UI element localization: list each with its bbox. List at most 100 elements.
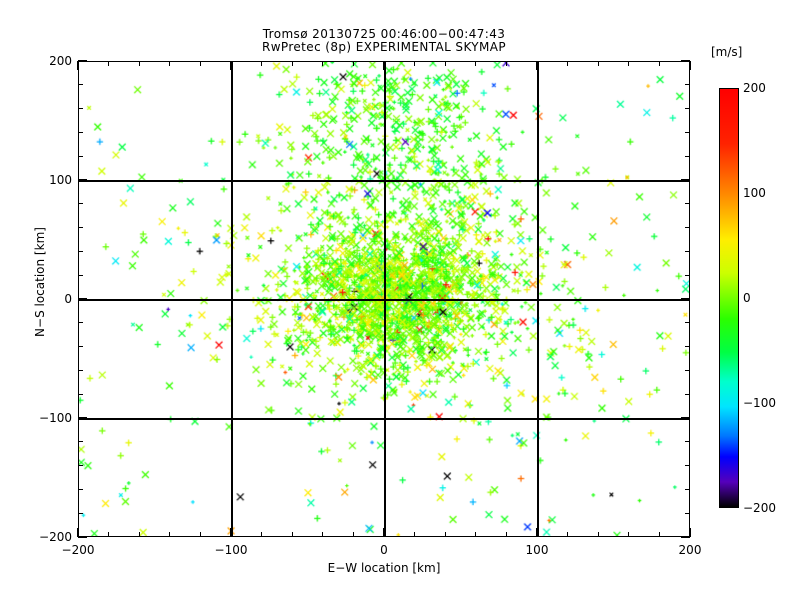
x-tick-label: −200	[61, 543, 95, 557]
x-tick-minor-top	[169, 61, 171, 66]
y-tick-minor	[78, 465, 83, 466]
x-tick-label: 200	[678, 543, 702, 557]
x-tick-label: 100	[525, 543, 549, 557]
x-tick-minor-top	[505, 61, 507, 66]
colorbar-tick-label: −200	[743, 501, 776, 515]
colorbar	[719, 88, 739, 508]
y-tick-minor-right	[685, 512, 690, 514]
y-tick-minor	[78, 84, 83, 86]
title-line-2: RwPretec (8p) EXPERIMENTAL SKYMAP	[261, 40, 507, 54]
x-tick-minor	[475, 532, 477, 537]
colorbar-gradient	[719, 88, 739, 508]
y-tick-major	[78, 536, 87, 538]
x-tick-minor-top	[322, 61, 324, 66]
gridline-vertical	[537, 62, 539, 536]
y-tick-minor-right	[685, 84, 690, 86]
x-tick-major-top	[383, 61, 385, 70]
colorbar-tick-label: −100	[743, 396, 776, 410]
y-tick-label: −200	[39, 530, 72, 544]
gridline-vertical	[384, 62, 386, 536]
x-axis-label: E−W location [km]	[327, 561, 441, 575]
x-tick-label: 0	[380, 543, 388, 557]
y-tick-minor-right	[685, 441, 690, 443]
y-tick-minor-right	[685, 346, 690, 347]
x-tick-minor-top	[597, 61, 599, 66]
y-tick-label: −100	[39, 411, 72, 425]
x-tick-minor	[138, 532, 140, 537]
y-tick-label: 100	[49, 173, 72, 187]
x-tick-major-top	[230, 61, 232, 70]
y-tick-major-right	[681, 417, 690, 419]
x-tick-minor	[169, 532, 171, 537]
title-line-1: Tromsø 20130725 00:46:00−00:47:43	[262, 27, 506, 41]
y-tick-major-right	[681, 298, 690, 300]
y-tick-minor-right	[685, 369, 690, 371]
x-tick-minor	[597, 532, 599, 537]
y-axis-label: N−S location [km]	[33, 227, 47, 337]
colorbar-tick-label: 200	[743, 81, 766, 95]
x-tick-minor	[567, 532, 568, 537]
colorbar-tick-label: 100	[743, 186, 766, 200]
x-tick-minor-top	[414, 61, 415, 66]
y-tick-minor-right	[685, 108, 690, 109]
y-tick-minor-right	[685, 155, 690, 157]
y-tick-minor	[78, 512, 83, 514]
y-tick-major	[78, 60, 87, 62]
y-tick-minor	[78, 203, 83, 205]
y-tick-minor	[78, 131, 83, 133]
x-tick-minor	[108, 532, 109, 537]
y-tick-major-right	[681, 60, 690, 62]
x-tick-major	[689, 528, 691, 537]
x-tick-minor-top	[291, 61, 293, 66]
y-tick-minor-right	[685, 393, 690, 395]
y-tick-minor-right	[685, 203, 690, 205]
colorbar-tick-label: 0	[743, 291, 751, 305]
x-tick-minor-top	[567, 61, 568, 66]
x-tick-label: −100	[214, 543, 248, 557]
y-tick-minor	[78, 322, 83, 324]
y-tick-minor	[78, 488, 83, 490]
x-tick-major	[536, 528, 538, 537]
y-tick-minor-right	[685, 274, 690, 276]
x-tick-minor-top	[475, 61, 477, 66]
x-tick-minor-top	[352, 61, 354, 66]
x-tick-major-top	[536, 61, 538, 70]
x-tick-minor-top	[138, 61, 140, 66]
x-tick-minor-top	[658, 61, 660, 66]
x-tick-minor	[414, 532, 415, 537]
x-tick-major	[383, 528, 385, 537]
x-tick-minor	[322, 532, 324, 537]
x-tick-minor	[261, 532, 262, 537]
gridline-horizontal	[79, 180, 689, 182]
y-tick-minor	[78, 227, 83, 228]
x-tick-minor-top	[444, 61, 446, 66]
colorbar-title: [m/s]	[711, 45, 743, 59]
y-tick-minor	[78, 393, 83, 395]
gridline-vertical	[231, 62, 233, 536]
y-tick-minor-right	[685, 488, 690, 490]
y-tick-major	[78, 417, 87, 419]
x-tick-major	[230, 528, 232, 537]
y-tick-major-right	[681, 179, 690, 181]
y-tick-label: 0	[64, 292, 72, 306]
x-tick-minor-top	[628, 61, 630, 66]
plot-area	[78, 61, 690, 537]
y-tick-major	[78, 298, 87, 300]
x-tick-minor	[628, 532, 630, 537]
x-tick-minor	[505, 532, 507, 537]
y-tick-minor	[78, 369, 83, 371]
y-tick-label: 200	[49, 54, 72, 68]
y-tick-minor	[78, 346, 83, 347]
y-tick-minor	[78, 250, 83, 252]
y-tick-minor-right	[685, 250, 690, 252]
y-tick-major-right	[681, 536, 690, 538]
x-tick-minor-top	[199, 61, 201, 66]
y-tick-minor	[78, 441, 83, 443]
x-tick-minor	[291, 532, 293, 537]
y-tick-minor	[78, 155, 83, 157]
y-tick-major	[78, 179, 87, 181]
gridline-horizontal	[79, 299, 689, 301]
y-tick-minor-right	[685, 322, 690, 324]
y-tick-minor-right	[685, 227, 690, 228]
